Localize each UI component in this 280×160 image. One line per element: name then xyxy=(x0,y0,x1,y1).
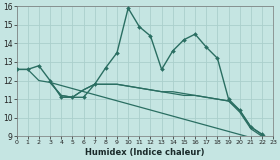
X-axis label: Humidex (Indice chaleur): Humidex (Indice chaleur) xyxy=(85,148,205,157)
